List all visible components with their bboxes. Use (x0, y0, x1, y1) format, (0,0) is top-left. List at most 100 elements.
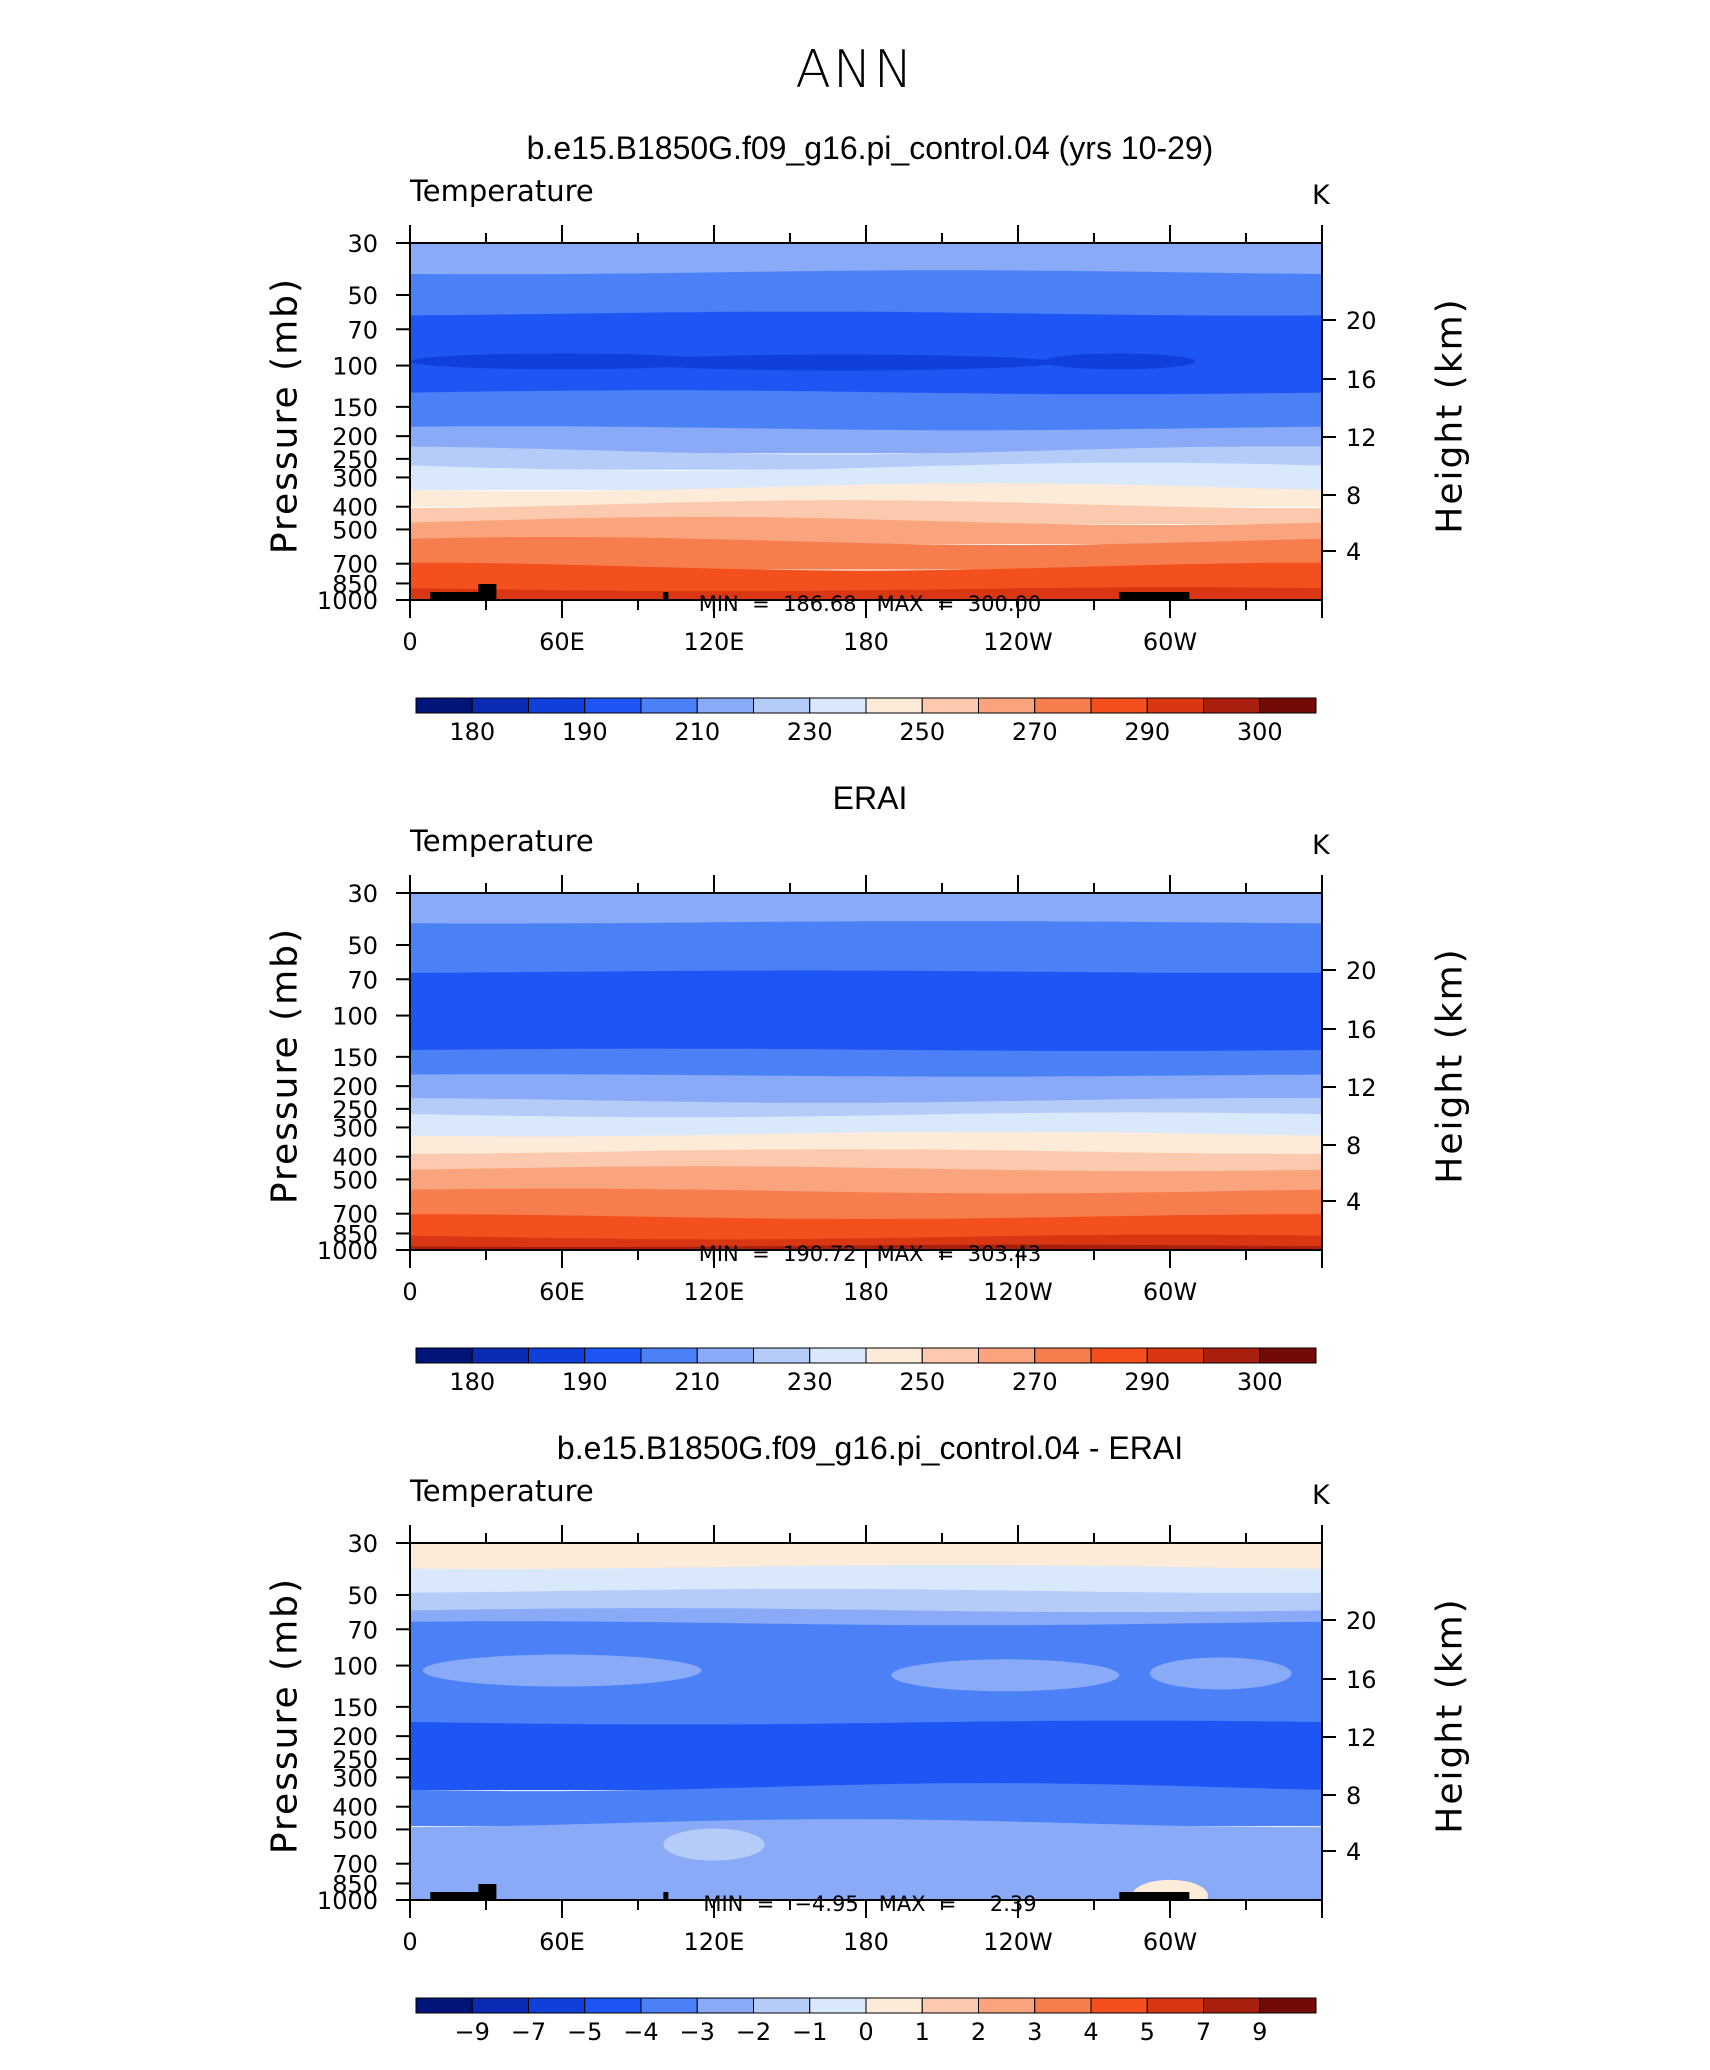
contour-feature (1149, 1657, 1292, 1690)
colorbar-swatch (1090, 1347, 1148, 1364)
panel-title: ERAI (832, 780, 908, 816)
x-tick-label: 120W (983, 1928, 1053, 1956)
colorbar-swatch (1146, 697, 1204, 714)
y-tick-label: 200 (332, 1073, 378, 1101)
colorbar-swatch (528, 1997, 586, 2014)
colorbar-label: 250 (899, 718, 945, 746)
colorbar-swatch (865, 697, 923, 714)
plot-svg: 0 60E 120E 180 120W 60W3050701001502002503004… (317, 875, 1377, 1396)
colorbar-label: −7 (511, 2018, 546, 2046)
contour-band (410, 426, 1322, 454)
colorbar-swatch (471, 1347, 529, 1364)
colorbar-swatch (584, 1347, 642, 1364)
topography-mask (1119, 1892, 1190, 1900)
x-tick-label: 60W (1143, 1928, 1197, 1956)
height-tick-label: 20 (1346, 1607, 1377, 1635)
contour-band (410, 311, 1322, 396)
y-tick-label: 250 (332, 1746, 378, 1774)
colorbar-label: −1 (792, 2018, 827, 2046)
colorbar-swatch (753, 697, 811, 714)
y-tick-label: 150 (332, 1044, 378, 1072)
x-tick-label: 120W (983, 1278, 1053, 1306)
colorbar-swatch (753, 1347, 811, 1364)
contour-band (410, 587, 1322, 600)
contour-field (410, 893, 1322, 1250)
colorbar-swatch (1203, 1997, 1261, 2014)
contour-band (410, 1543, 1322, 1571)
colorbar-swatch (1034, 697, 1092, 714)
contour-feature (1043, 353, 1196, 370)
contour-band (410, 537, 1322, 570)
y-tick-label: 700 (332, 551, 378, 579)
colorbar-label: 180 (449, 1368, 495, 1396)
page-title: ANN (795, 40, 915, 100)
colorbar-label: −4 (623, 2018, 658, 2046)
y-tick-label: 300 (332, 464, 378, 492)
y-axis-title-right: Height (km) (1429, 1597, 1471, 1834)
colorbar-label: 210 (674, 1368, 720, 1396)
contour-band (410, 1166, 1322, 1194)
colorbar-label: 290 (1124, 1368, 1170, 1396)
y-tick-label: 500 (332, 516, 378, 544)
colorbar-swatch (1034, 1347, 1092, 1364)
y-tick-label: 70 (347, 966, 378, 994)
contour-band (410, 1783, 1322, 1827)
height-tick-label: 8 (1346, 1132, 1361, 1160)
colorbar-swatch (921, 1347, 979, 1364)
height-tick-label: 12 (1346, 424, 1377, 452)
y-tick-label: 700 (332, 1201, 378, 1229)
height-tick-label: 4 (1346, 538, 1361, 566)
y-axis-title-right: Height (km) (1429, 947, 1471, 1184)
y-axis-title-left: Pressure (mb) (264, 1576, 306, 1855)
contour-band (410, 1074, 1322, 1104)
y-tick-label: 400 (332, 494, 378, 522)
x-tick-label: 0 (402, 1928, 417, 1956)
contour-feature (663, 1828, 765, 1861)
y-tick-label: 30 (347, 880, 378, 908)
contour-band (410, 483, 1322, 508)
y-tick-label: 150 (332, 394, 378, 422)
variable-label: Temperature (410, 174, 594, 208)
colorbar-swatch (1146, 1997, 1204, 2014)
contour-band (410, 1048, 1322, 1079)
topography-mask (430, 592, 491, 600)
x-tick-label: 60E (539, 628, 585, 656)
height-tick-label: 20 (1346, 307, 1377, 335)
height-tick-label: 16 (1346, 1666, 1377, 1694)
x-tick-label: 180 (843, 628, 889, 656)
colorbar-label: 5 (1140, 2018, 1155, 2046)
x-tick-label: 60W (1143, 628, 1197, 656)
y-tick-label: 30 (347, 1530, 378, 1558)
contour-feature (422, 1654, 702, 1687)
y-tick-label: 850 (332, 1220, 378, 1248)
x-tick-label: 60W (1143, 1278, 1197, 1306)
variable-label: Temperature (410, 1474, 594, 1508)
x-tick-label: 120W (983, 628, 1053, 656)
colorbar-swatch (1203, 697, 1261, 714)
contour-feature (891, 1659, 1120, 1692)
contour-band (410, 462, 1322, 491)
colorbar-label: 9 (1252, 2018, 1267, 2046)
x-tick-label: 180 (843, 1928, 889, 1956)
plot-svg: 0 60E 120E 180 120W 60W3050701001502002503004… (317, 225, 1377, 746)
height-tick-label: 8 (1346, 1782, 1361, 1810)
y-tick-label: 400 (332, 1794, 378, 1822)
colorbar-swatch (584, 1997, 642, 2014)
colorbar-swatch (1146, 1347, 1204, 1364)
y-tick-label: 1000 (317, 1887, 378, 1915)
colorbar-swatch (640, 697, 698, 714)
colorbar-label: 250 (899, 1368, 945, 1396)
chart-panel-3: b.e15.B1850G.f09_g16.pi_control.04 - ERA… (0, 1430, 1710, 2070)
colorbar-swatch (1259, 697, 1317, 714)
y-tick-label: 150 (332, 1694, 378, 1722)
y-tick-label: 250 (332, 446, 378, 474)
colorbar-label: 270 (1012, 1368, 1058, 1396)
colorbar-swatch (415, 1997, 473, 2014)
colorbar-swatch (1203, 1347, 1261, 1364)
y-tick-label: 70 (347, 316, 378, 344)
colorbar-swatch (640, 1997, 698, 2014)
y-axis-title-right: Height (km) (1429, 297, 1471, 534)
colorbar-swatch (415, 1347, 473, 1364)
y-tick-label: 50 (347, 932, 378, 960)
y-tick-label: 100 (332, 1003, 378, 1031)
